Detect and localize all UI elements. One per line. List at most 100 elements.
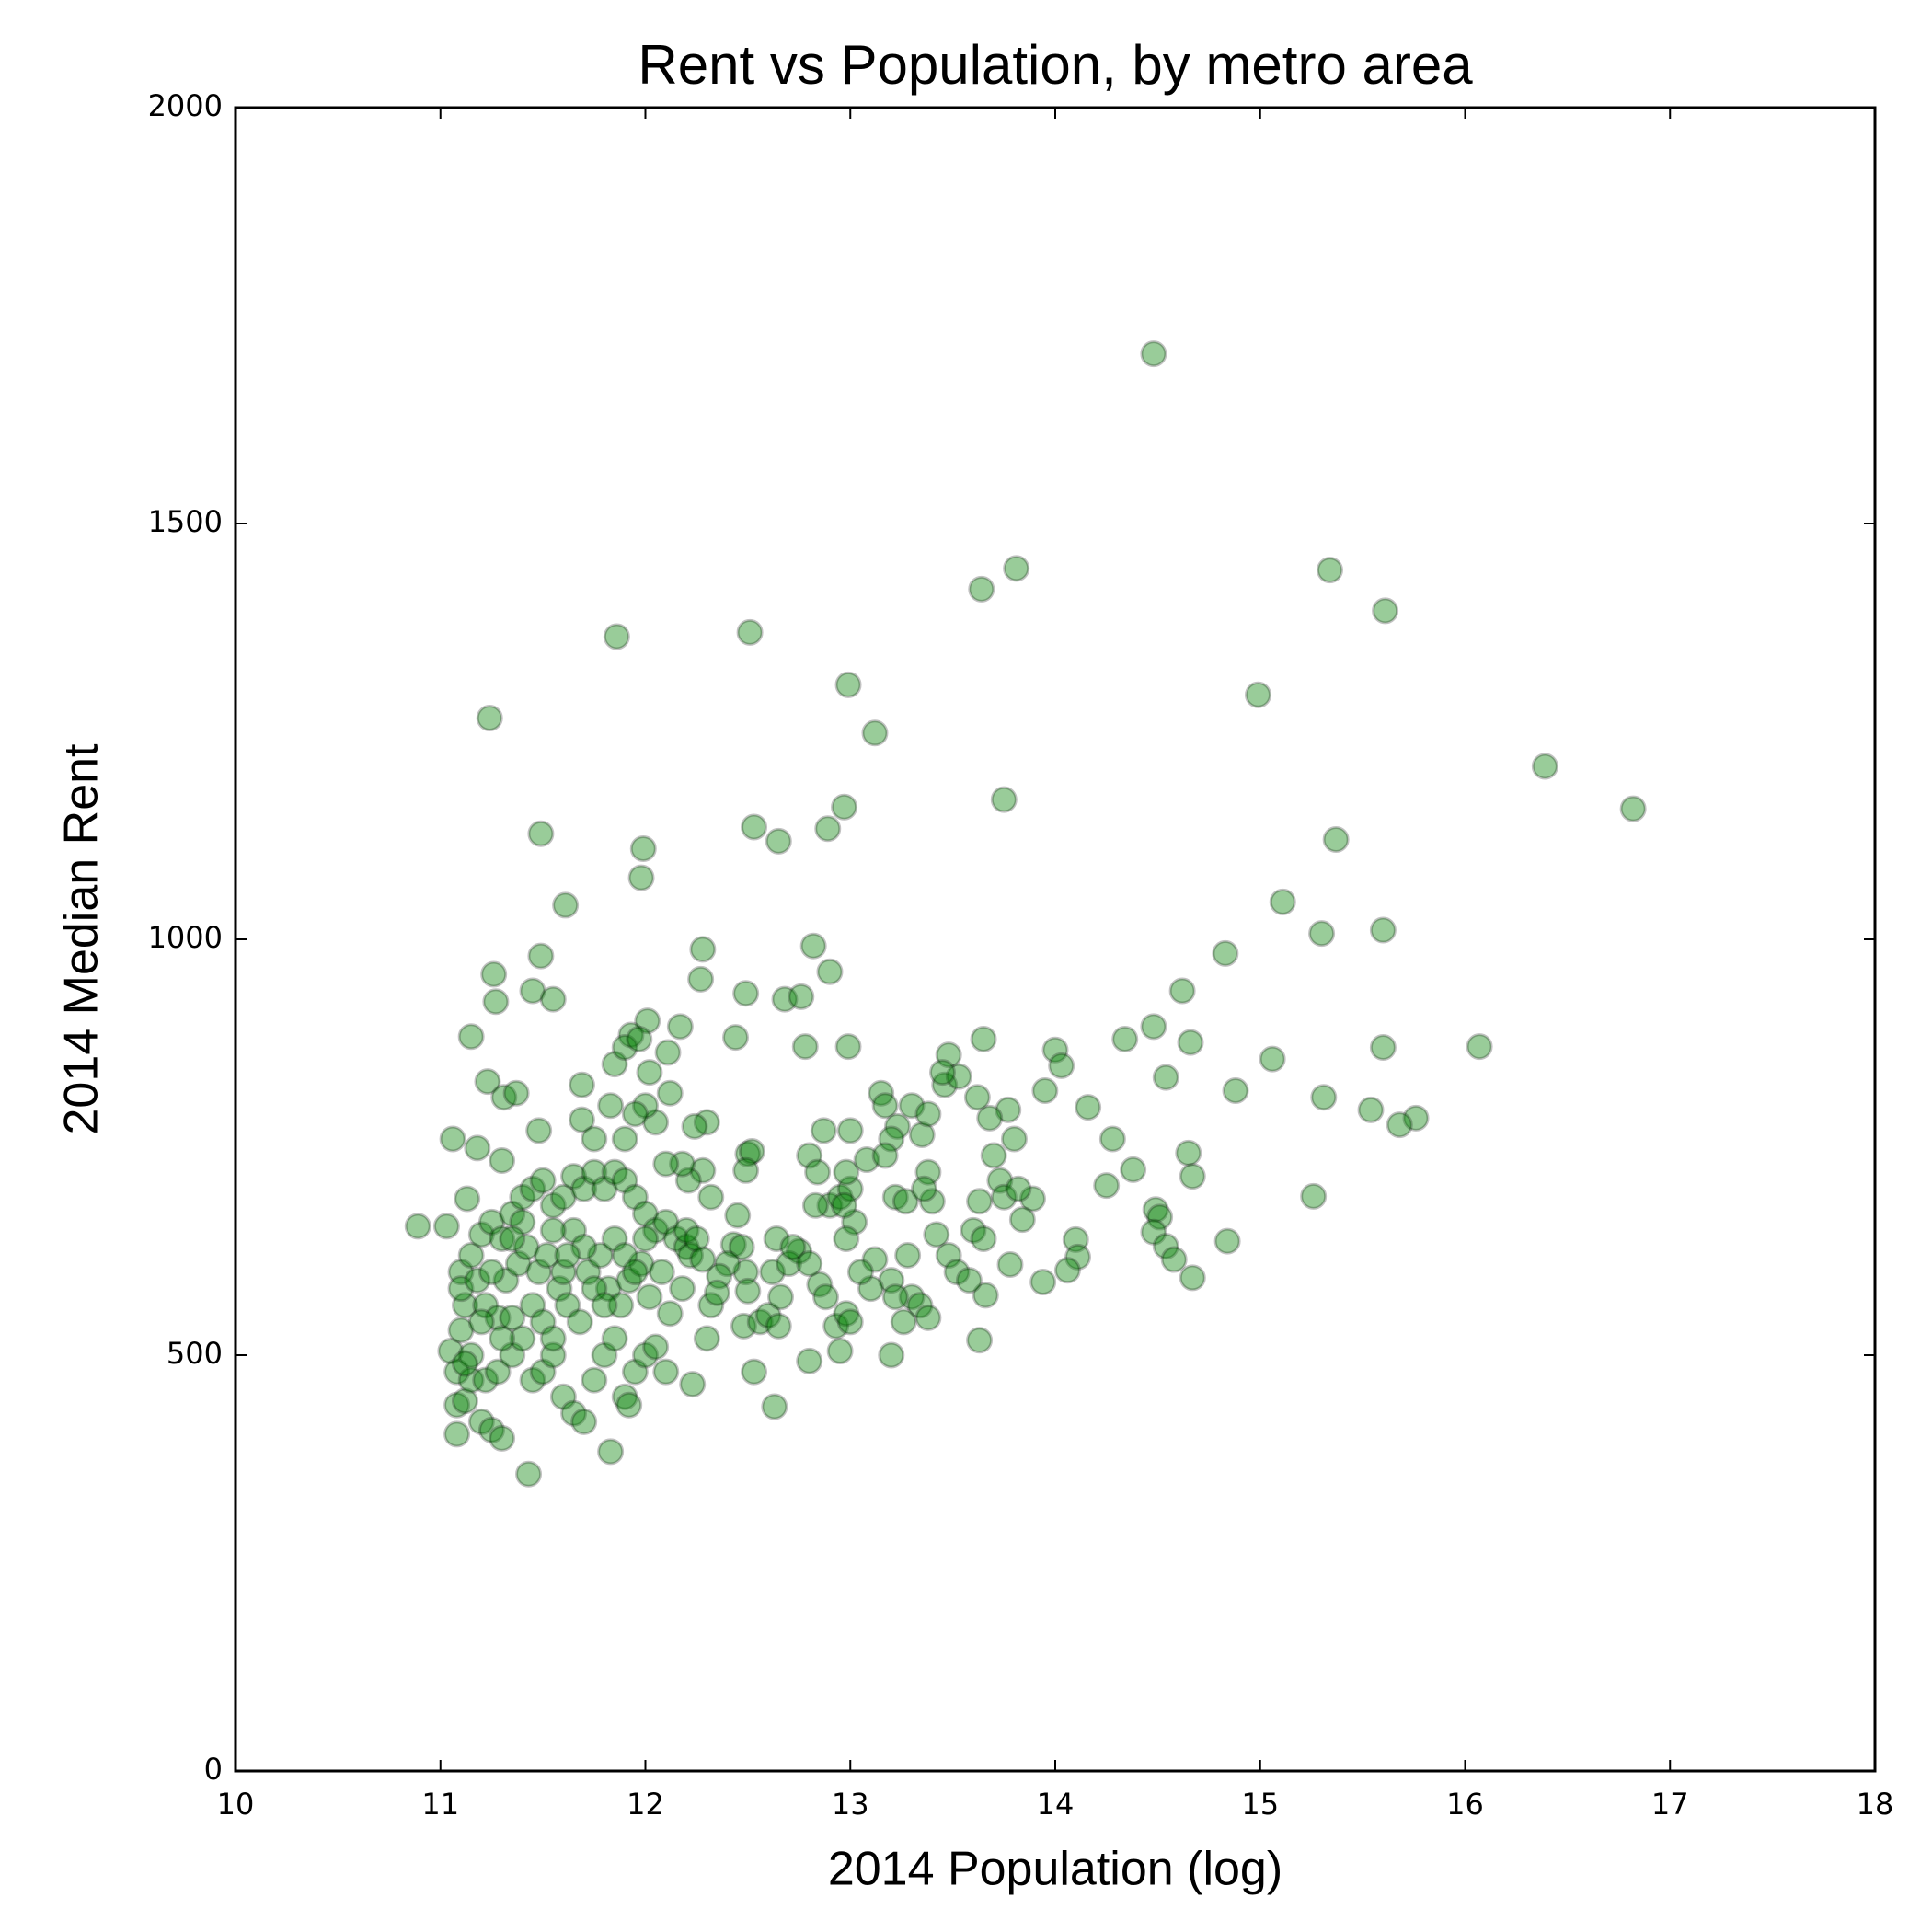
point: [730, 1312, 757, 1340]
point: [833, 1225, 860, 1252]
point: [457, 1242, 485, 1270]
point: [796, 1347, 823, 1374]
point: [1093, 1172, 1121, 1200]
point: [834, 1033, 862, 1061]
point: [586, 1242, 614, 1270]
point: [1316, 557, 1343, 584]
point: [464, 1267, 491, 1294]
point: [525, 1117, 553, 1144]
point: [489, 1146, 516, 1174]
point: [568, 1071, 595, 1098]
point: [841, 1208, 868, 1236]
point: [976, 1104, 1004, 1132]
point: [499, 1341, 526, 1369]
point: [816, 958, 844, 985]
point: [804, 1158, 832, 1186]
point: [621, 1100, 649, 1128]
point: [591, 1292, 618, 1319]
x-tick-label: 11: [421, 1787, 459, 1822]
point: [509, 1183, 536, 1211]
point: [570, 1408, 598, 1435]
point: [534, 1242, 561, 1270]
point: [539, 1191, 567, 1219]
point: [1177, 1029, 1204, 1056]
point: [1000, 1125, 1028, 1153]
point: [597, 1092, 625, 1120]
point: [499, 1225, 526, 1252]
point: [810, 1117, 837, 1144]
point: [1179, 1264, 1206, 1292]
point: [601, 1225, 628, 1252]
point: [472, 1366, 500, 1394]
point: [1146, 1203, 1174, 1231]
point: [771, 985, 799, 1013]
x-tick-label: 10: [217, 1787, 255, 1822]
point: [1005, 1175, 1032, 1202]
point: [734, 1277, 762, 1305]
point: [1142, 1196, 1169, 1224]
point: [871, 1142, 899, 1169]
point: [1175, 1139, 1202, 1167]
point: [552, 891, 580, 919]
x-tick-label: 13: [832, 1787, 869, 1822]
point: [1140, 1013, 1167, 1041]
point: [732, 1156, 760, 1184]
point: [918, 1188, 946, 1215]
point: [529, 1167, 557, 1194]
point: [519, 1175, 546, 1202]
point: [943, 1259, 971, 1286]
point: [970, 1025, 997, 1052]
point: [652, 1150, 680, 1178]
point: [1310, 1084, 1338, 1111]
point: [767, 1283, 795, 1311]
point: [677, 1242, 705, 1270]
point: [1152, 1064, 1179, 1091]
point: [601, 1051, 628, 1078]
point: [570, 1233, 598, 1260]
point: [617, 1021, 645, 1049]
point: [861, 719, 889, 747]
point: [966, 1188, 994, 1215]
point: [1140, 340, 1167, 368]
point: [1213, 1227, 1241, 1255]
point: [935, 1242, 962, 1270]
point: [1075, 1094, 1102, 1121]
x-tick-label: 14: [1037, 1787, 1075, 1822]
point: [763, 1225, 790, 1252]
point: [1140, 1218, 1167, 1246]
point: [512, 1233, 540, 1260]
point: [519, 1292, 546, 1319]
point: [703, 1279, 730, 1306]
point: [457, 1366, 485, 1394]
point: [923, 1221, 950, 1248]
point: [960, 1216, 987, 1244]
point: [1372, 597, 1399, 625]
point: [504, 1250, 532, 1278]
point: [788, 983, 815, 1010]
point: [786, 1237, 813, 1265]
point: [477, 1416, 505, 1443]
point: [697, 1292, 725, 1319]
point: [697, 1183, 725, 1211]
point: [1098, 1125, 1126, 1153]
point: [1064, 1243, 1092, 1271]
point: [439, 1125, 466, 1153]
point: [1531, 753, 1558, 780]
point: [477, 1208, 505, 1236]
point: [689, 1246, 717, 1273]
x-axis-label: 2014 Population (log): [828, 1843, 1282, 1896]
point: [1053, 1257, 1081, 1284]
point: [519, 977, 546, 1005]
point: [1402, 1104, 1430, 1132]
point: [601, 1158, 628, 1186]
point: [722, 1024, 750, 1052]
point: [554, 1292, 581, 1319]
point: [632, 1092, 659, 1120]
point: [761, 1393, 788, 1420]
point: [632, 1200, 659, 1227]
point: [554, 1242, 581, 1270]
point: [966, 1327, 994, 1354]
point: [457, 1341, 485, 1369]
point: [970, 1225, 997, 1252]
point: [597, 1438, 625, 1466]
